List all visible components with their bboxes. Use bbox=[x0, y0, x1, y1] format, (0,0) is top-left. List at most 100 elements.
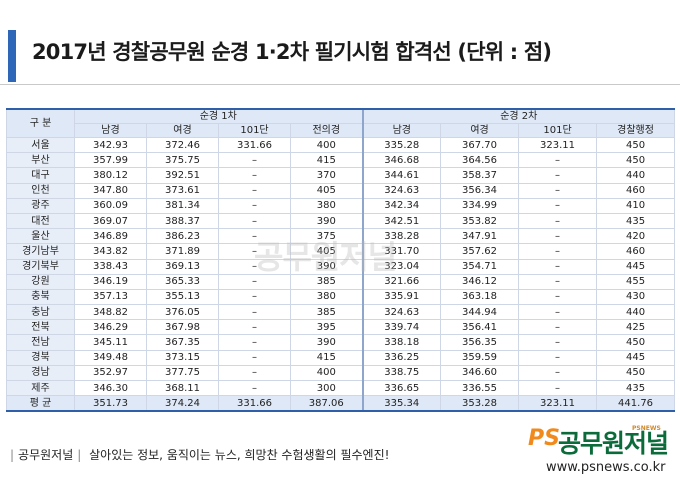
score-cell: 430 bbox=[596, 288, 676, 306]
score-cell: 371.89 bbox=[146, 243, 219, 260]
score-cell: – bbox=[218, 364, 291, 382]
score-cell: 380.12 bbox=[74, 167, 147, 184]
score-cell: – bbox=[518, 167, 598, 184]
score-cell: 405 bbox=[289, 182, 364, 199]
region-cell: 서울 bbox=[6, 136, 75, 154]
score-cell: 351.73 bbox=[74, 395, 147, 412]
score-cell: 375.75 bbox=[146, 152, 219, 169]
score-cell: – bbox=[518, 243, 598, 260]
score-cell: 342.34 bbox=[361, 197, 442, 214]
score-cell: 450 bbox=[596, 152, 676, 169]
score-cell: 344.94 bbox=[440, 304, 520, 321]
region-cell: 전남 bbox=[6, 334, 75, 351]
score-cell: 440 bbox=[596, 167, 676, 184]
score-cell: – bbox=[518, 319, 598, 336]
psnews-logo[interactable]: PS 공무원저널 PSNEWS www.psnews.co.kr bbox=[528, 424, 674, 482]
score-cell: 390 bbox=[289, 212, 364, 230]
score-cell: 450 bbox=[596, 364, 676, 382]
score-cell: 346.29 bbox=[74, 319, 147, 336]
score-cell: 390 bbox=[289, 334, 364, 351]
score-cell: 455 bbox=[596, 273, 676, 290]
score-cell: 343.82 bbox=[74, 243, 147, 260]
table-header-row-1: 구 분 순경 1차 순경 2차 bbox=[6, 108, 676, 138]
page-title: 2017년 경찰공무원 순경 1·2차 필기시험 합격선 (단위 : 점) bbox=[32, 40, 552, 64]
sub-header: 101단 bbox=[218, 123, 291, 138]
score-cell: 372.46 bbox=[146, 136, 219, 154]
score-cell: 385 bbox=[289, 304, 364, 321]
score-cell: – bbox=[518, 197, 598, 214]
score-cell: 441.76 bbox=[596, 395, 676, 412]
watermark: 공무원저널 bbox=[254, 238, 397, 276]
score-cell: 344.61 bbox=[361, 167, 442, 184]
score-cell: – bbox=[218, 167, 291, 184]
region-cell: 전북 bbox=[6, 319, 75, 336]
group1-header: 순경 1차 bbox=[73, 108, 364, 124]
region-cell: 충북 bbox=[6, 288, 75, 306]
cutoff-table-container: 구 분 순경 1차 순경 2차 남경 여경 101단 전의경 남경 여경 101… bbox=[6, 108, 676, 412]
table-row: 부산 357.99 375.75–415 346.68 364.56–450 bbox=[6, 152, 676, 169]
title-accent-bar bbox=[8, 30, 16, 82]
region-cell: 대구 bbox=[6, 167, 75, 184]
region-cell: 제주 bbox=[6, 379, 75, 397]
score-cell: 347.80 bbox=[74, 182, 147, 199]
score-cell: 348.82 bbox=[74, 304, 147, 321]
sub-header: 여경 bbox=[440, 123, 520, 138]
score-cell: 323.11 bbox=[518, 395, 598, 412]
sub-header: 101단 bbox=[518, 123, 598, 138]
score-cell: 331.66 bbox=[218, 136, 291, 154]
average-row: 평 균 351.73 374.24 331.66 387.06 335.34 353.28 3… bbox=[6, 395, 676, 412]
score-cell: 367.70 bbox=[440, 136, 520, 154]
score-cell: – bbox=[518, 273, 598, 290]
score-cell: 387.06 bbox=[289, 395, 364, 412]
score-cell: – bbox=[518, 364, 598, 382]
logo-url[interactable]: www.psnews.co.kr bbox=[546, 460, 666, 475]
region-cell: 경남 bbox=[6, 364, 75, 382]
score-cell: 324.63 bbox=[361, 304, 442, 321]
score-cell: – bbox=[518, 349, 598, 366]
table-row: 울산 346.89 386.23–375 338.28 347.91–420 bbox=[6, 228, 676, 245]
score-cell: – bbox=[218, 304, 291, 321]
score-cell: 359.59 bbox=[440, 349, 520, 366]
footer-slogan: 살아있는 정보, 움직이는 뉴스, 희망찬 수험생활의 필수엔진! bbox=[89, 448, 390, 462]
average-label: 평 균 bbox=[6, 395, 75, 412]
score-cell: 338.43 bbox=[74, 258, 147, 275]
score-cell: – bbox=[518, 212, 598, 230]
score-cell: 357.62 bbox=[440, 243, 520, 260]
table-row: 경기북부 338.43 369.13–390 323.04 354.71–445 bbox=[6, 258, 676, 275]
score-cell: – bbox=[218, 197, 291, 214]
score-cell: 346.89 bbox=[74, 228, 147, 245]
title-bar: 2017년 경찰공무원 순경 1·2차 필기시험 합격선 (단위 : 점) bbox=[0, 26, 680, 82]
score-cell: – bbox=[218, 288, 291, 306]
sub-header: 경찰행정 bbox=[596, 123, 676, 138]
region-cell: 울산 bbox=[6, 228, 75, 245]
table-row: 전남 345.11 367.35–390 338.18 356.35–450 bbox=[6, 334, 676, 351]
score-cell: 435 bbox=[596, 379, 676, 397]
score-cell: 346.12 bbox=[440, 273, 520, 290]
footer-tagline: | 공무원저널 | 살아있는 정보, 움직이는 뉴스, 희망찬 수험생활의 필수엔진… bbox=[10, 448, 390, 462]
score-cell: 358.37 bbox=[440, 167, 520, 184]
score-cell: – bbox=[518, 182, 598, 199]
score-cell: – bbox=[518, 288, 598, 306]
score-cell: – bbox=[518, 152, 598, 169]
score-cell: 353.28 bbox=[440, 395, 520, 412]
score-cell: 415 bbox=[289, 349, 364, 366]
score-cell: 346.19 bbox=[74, 273, 147, 290]
sub-header: 여경 bbox=[146, 123, 219, 138]
table-row: 서울 342.93 372.46 331.66 400 335.28 367.70 323.1… bbox=[6, 136, 676, 154]
score-cell: 360.09 bbox=[74, 197, 147, 214]
score-cell: 323.11 bbox=[518, 136, 598, 154]
table-row: 광주 360.09 381.34–380 342.34 334.99–410 bbox=[6, 197, 676, 214]
group2-header: 순경 2차 bbox=[361, 108, 676, 124]
score-cell: 435 bbox=[596, 212, 676, 230]
score-cell: 349.48 bbox=[74, 349, 147, 366]
score-cell: 356.41 bbox=[440, 319, 520, 336]
score-cell: – bbox=[518, 334, 598, 351]
title-divider bbox=[0, 84, 680, 85]
region-cell: 경기남부 bbox=[6, 243, 75, 260]
score-cell: 373.15 bbox=[146, 349, 219, 366]
score-cell: 364.56 bbox=[440, 152, 520, 169]
score-cell: 356.35 bbox=[440, 334, 520, 351]
logo-name: 공무원저널 bbox=[558, 429, 669, 458]
region-header: 구 분 bbox=[6, 108, 75, 138]
score-cell: 335.34 bbox=[361, 395, 442, 412]
